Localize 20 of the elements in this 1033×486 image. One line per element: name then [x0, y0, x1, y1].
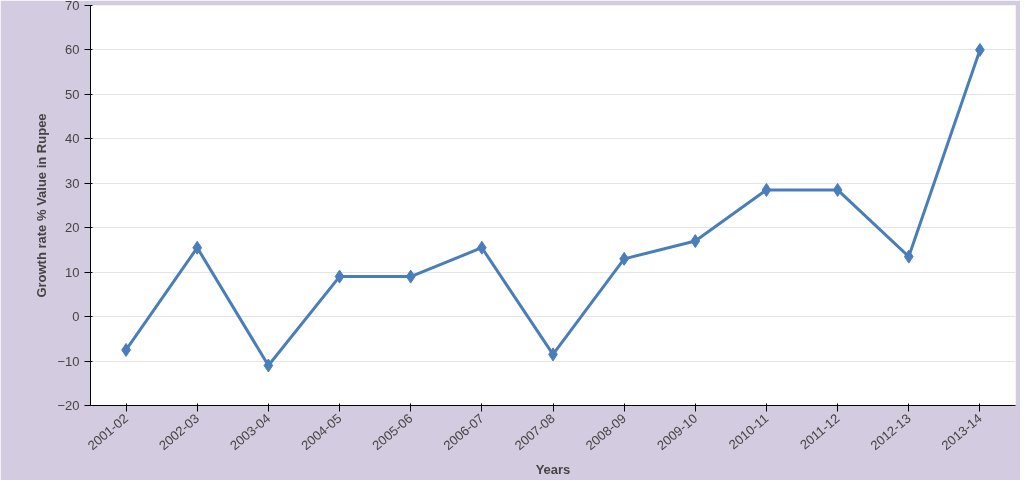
point	[192, 240, 203, 255]
point	[832, 182, 843, 197]
point	[263, 358, 274, 373]
point	[761, 182, 772, 197]
y-tick-label: 50	[65, 86, 80, 102]
y-tick-label: 0	[72, 309, 80, 325]
point	[334, 269, 345, 284]
y-tick-label: 60	[65, 42, 80, 58]
point	[690, 234, 701, 249]
y-tick-label: 30	[65, 175, 80, 191]
point	[405, 269, 416, 284]
y-tick-label: 10	[65, 264, 80, 280]
point	[903, 249, 914, 264]
y-tick-label: 40	[65, 131, 80, 147]
x-axis-title: Years	[535, 462, 571, 478]
y-tick-label: −20	[57, 398, 80, 413]
y-tick-label: 70	[65, 0, 80, 13]
y-tick-label: 20	[65, 220, 80, 236]
y-axis-title: Growth rate % Value in Rupee	[34, 113, 50, 298]
y-tick-label: −10	[57, 353, 80, 369]
